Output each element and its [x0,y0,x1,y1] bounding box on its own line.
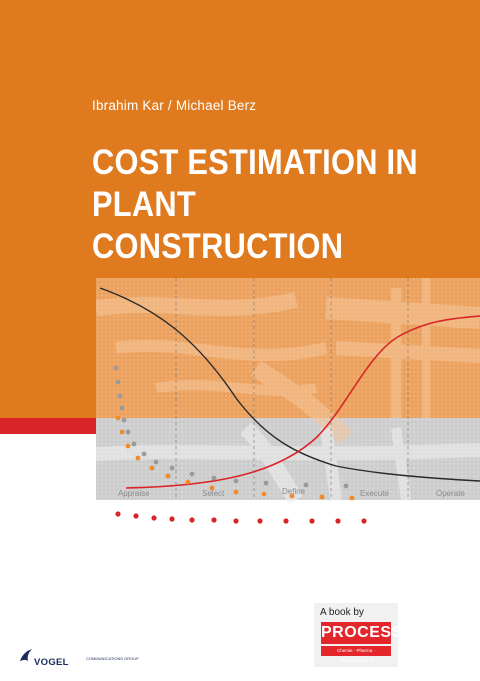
publisher-box: A book by PROCESS Chemie · Pharma · Verf… [314,603,402,667]
phase-label: Execute [360,489,389,498]
vogel-wordmark: VOGEL [34,657,69,668]
phase-label: Operate [436,489,465,498]
bird-icon [20,649,32,661]
phase-label: Appraise [118,489,150,498]
cover-illustration: Appraise Select Define Execute Operate [96,278,480,524]
pipe-shapes [96,278,480,445]
phase-label: Define [282,487,306,496]
a-book-by-label: A book by [320,607,364,618]
authors: Ibrahim Kar / Michael Berz [92,98,257,113]
title-line-2: PLANT CONSTRUCTION [92,185,344,266]
title-line-1: COST ESTIMATION IN [92,143,418,182]
gray-dots [113,365,349,489]
vogel-group-label: COMMUNICATIONS GROUP [86,656,139,661]
process-logo-subtitle: Chemie · Pharma · Verfahrenstechnik [321,646,391,663]
process-logo: PROCESS [321,622,402,644]
phase-label: Select [202,489,225,498]
book-title: COST ESTIMATION IN PLANT CONSTRUCTION [92,142,433,268]
red-accent-strip [0,418,96,434]
black-curve [99,287,480,482]
phase-dividers [175,278,409,500]
pipe-shapes-gray [96,422,480,505]
red-curve [125,315,480,489]
orange-dots [115,415,355,501]
red-dots [115,511,367,524]
